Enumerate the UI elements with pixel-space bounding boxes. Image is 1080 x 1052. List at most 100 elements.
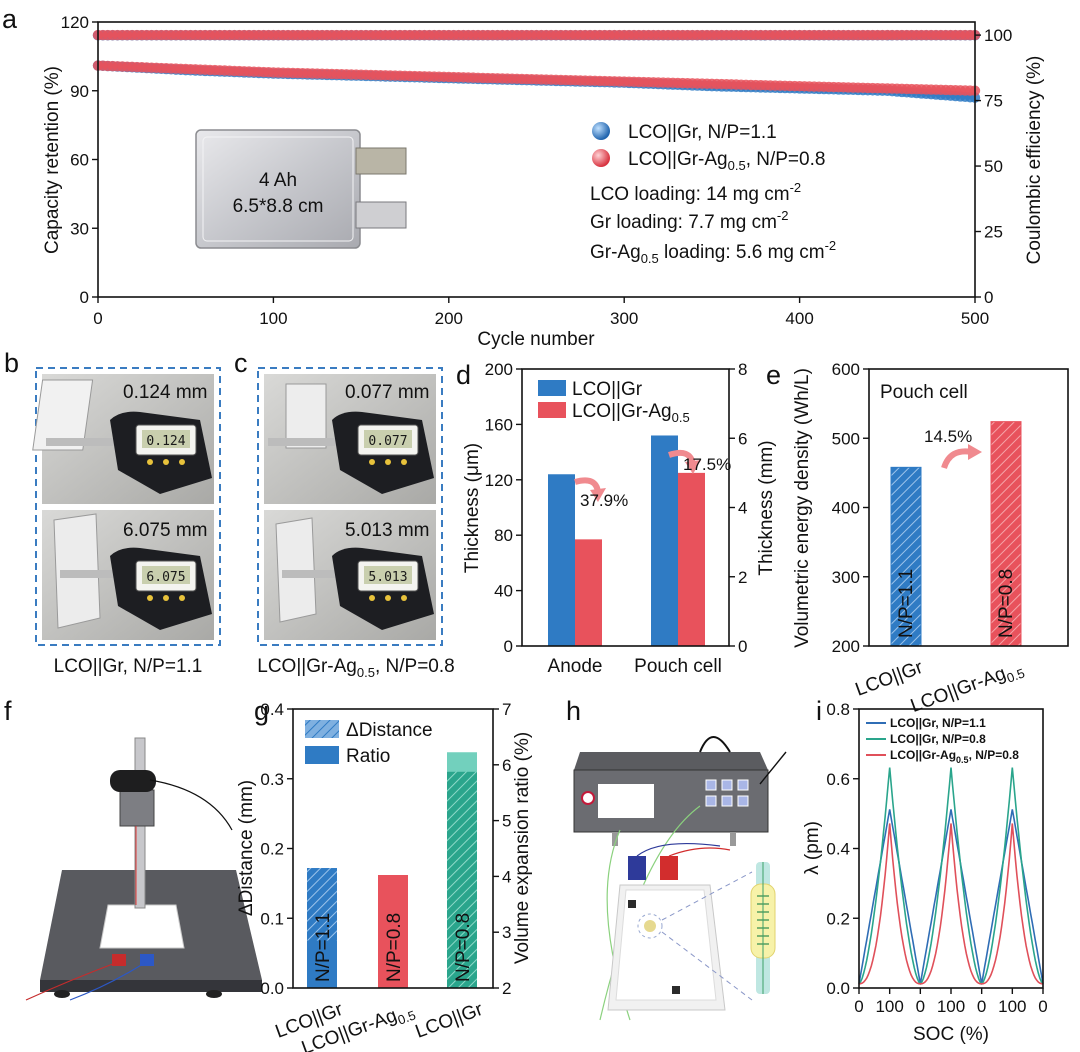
- legend-i-item-2: LCO||Gr, N/P=0.8: [890, 732, 986, 746]
- chart-e-bar-label: N/P=0.8: [996, 569, 1017, 638]
- setup-illustration-h: [573, 736, 787, 1021]
- chart-g-y-tick-label: 0.1: [260, 909, 284, 928]
- chart-g-y-tick-label: 0.4: [260, 700, 284, 719]
- chart-g: N/P=1.1 N/P=0.8 N/P=0.8 0.0 0.1 0.2 0.3 0.4 2 3 4…: [236, 700, 533, 1052]
- caption-c: LCO||Gr-Ag0.5, N/P=0.8: [257, 656, 454, 680]
- chart-d-y2-tick-label: 0: [738, 637, 747, 656]
- chart-i: 0.0 0.2 0.4 0.6 0.8 0 100 0 100 0 100 0 SOC (%) λ (…: [802, 700, 1048, 1045]
- chart-g-y-tick-label: 0.3: [260, 770, 284, 789]
- chart-e-category: LCO||Gr-Ag0.5: [908, 657, 1027, 720]
- micrometer-photo-b-bottom: 6.075 6.075 mm: [42, 510, 214, 640]
- inset-size: 6.5*8.8 cm: [233, 196, 324, 217]
- chart-g-bar-label: N/P=1.1: [313, 913, 334, 982]
- chart-a-marks: [92, 29, 981, 103]
- pouch-cell-photo: 4 Ah 6.5*8.8 cm: [195, 129, 407, 249]
- panel-letter-f: f: [4, 696, 12, 726]
- chart-g-y2-tick-label: 2: [502, 979, 511, 998]
- chart-i-y-tick-label: 0.6: [826, 770, 850, 789]
- chart-e-y-tick-label: 200: [832, 637, 860, 656]
- legend-d-item-2: LCO||Gr-Ag0.5: [572, 401, 690, 425]
- legend-g-item-1: ΔDistance: [346, 720, 433, 741]
- chart-d-axes: 0 40 80 120 160 200 0 2 4 6 8 Anode Pouch cell: [485, 360, 748, 677]
- chart-e-y-tick-label: 400: [832, 499, 860, 518]
- panel-letter-h: h: [566, 696, 581, 726]
- annotation-d-anode: 37.9%: [580, 491, 628, 510]
- chart-e-bar: [890, 466, 922, 647]
- chart-d-y-tick-label: 200: [485, 360, 513, 379]
- series-a-1: [92, 60, 981, 96]
- micrometer-photo-c-top: 0.077 0.077 mm: [264, 374, 436, 504]
- annotation-d-pouch: 17.5%: [683, 455, 731, 474]
- display-b-top: 0.124: [146, 434, 185, 449]
- panel-letter-c: c: [234, 348, 248, 378]
- chart-a-xlabel: Cycle number: [477, 329, 595, 350]
- chart-i-xtick-label: 0: [854, 997, 863, 1016]
- arrow-e: [941, 448, 973, 470]
- chart-g-bar-label: N/P=0.8: [384, 913, 405, 982]
- chart-i-xtick-label: 100: [937, 997, 965, 1016]
- chart-i-marks: [858, 767, 1044, 986]
- chart-a-xtick-label: 300: [610, 309, 638, 328]
- chart-g-y2-tick-label: 4: [502, 867, 511, 886]
- series-a-3: [92, 29, 981, 41]
- thickness-b-bottom: 6.075 mm: [123, 520, 207, 541]
- chart-d-y-tick-label: 0: [504, 637, 513, 656]
- chart-i-xtick-label: 0: [977, 997, 986, 1016]
- loading-note-lco: LCO loading: 14 mg cm-2: [590, 180, 801, 205]
- chart-i-xtick-label: 0: [1038, 997, 1047, 1016]
- chart-d-bar: [651, 435, 678, 646]
- photo-panel-c: 0.077 0.077 mm 5.013 5.013 mm LCO||Gr-Ag…: [257, 367, 455, 680]
- legend-d-red: [538, 402, 566, 418]
- chart-i-xtick-label: 100: [998, 997, 1026, 1016]
- chart-i-xtick-label: 100: [875, 997, 903, 1016]
- chart-g-category: LCO||Gr: [413, 999, 487, 1043]
- chart-d-y2-tick-label: 6: [738, 429, 747, 448]
- chart-i-xtick-label: 0: [916, 997, 925, 1016]
- caption-b: LCO||Gr, N/P=1.1: [54, 656, 203, 677]
- micrometer-photo-c-bottom: 5.013 5.013 mm: [264, 510, 436, 640]
- chart-i-series-1: [858, 767, 1044, 986]
- chart-g-bar-label: N/P=0.8: [453, 913, 474, 982]
- legend-g-item-2: Ratio: [346, 746, 390, 767]
- chart-i-ylabel: λ (pm): [802, 821, 823, 875]
- chart-e-bar-label: N/P=1.1: [896, 569, 917, 638]
- chart-d-bar: [548, 474, 575, 646]
- panel-letter-b: b: [4, 348, 19, 378]
- micrometer-photo-b-top: 0.124 0.124 mm: [32, 374, 214, 504]
- chart-d-bar: [575, 539, 602, 646]
- chart-g-y-tick-label: 0.0: [260, 979, 284, 998]
- chart-d-y2-tick-label: 2: [738, 568, 747, 587]
- legend-a-red-marker: [592, 149, 610, 167]
- chart-a-y2-tick-label: 75: [984, 92, 1003, 111]
- chart-d-category: Pouch cell: [634, 656, 722, 677]
- chart-i-xlabel: SOC (%): [913, 1024, 989, 1045]
- setup-illustration-f: [25, 737, 262, 1001]
- chart-a-xtick-label: 500: [961, 309, 989, 328]
- chart-i-y-tick-label: 0.4: [826, 840, 850, 859]
- chart-e-bar: [990, 421, 1022, 647]
- chart-d-y2-tick-label: 8: [738, 360, 747, 379]
- panel-letter-e: e: [766, 360, 781, 390]
- chart-a-y-tick-label: 0: [80, 288, 89, 307]
- chart-g-y2-tick-label: 7: [502, 700, 511, 719]
- display-c-top: 0.077: [368, 434, 407, 449]
- chart-a-xtick-label: 400: [785, 309, 813, 328]
- chart-d-y-tick-label: 120: [485, 471, 513, 490]
- chart-d: 0 40 80 120 160 200 0 2 4 6 8 Anode Pouch cell Thick…: [462, 360, 777, 677]
- panel-letter-d: d: [456, 360, 471, 390]
- photo-panel-b: 0.124 0.124 mm 6.075 6.075 mm LCO||Gr, N…: [32, 367, 221, 677]
- chart-g-y2label: Volume expansion ratio (%): [512, 732, 533, 964]
- legend-a-item-2: LCO||Gr-Ag0.5, N/P=0.8: [628, 149, 825, 173]
- panel-letter-i: i: [816, 696, 822, 726]
- chart-d-y2label: Thickness (mm): [756, 440, 777, 575]
- chart-d-y-tick-label: 160: [485, 415, 513, 434]
- thickness-c-top: 0.077 mm: [345, 382, 429, 403]
- chart-e-y-tick-label: 600: [832, 360, 860, 379]
- chart-g-ylabel: ΔDistance (mm): [236, 780, 257, 916]
- chart-a-y-tick-label: 30: [70, 219, 89, 238]
- chart-d-category: Anode: [548, 656, 603, 677]
- chart-a-y2-tick-label: 0: [984, 288, 993, 307]
- chart-d-y-tick-label: 80: [494, 526, 513, 545]
- chart-i-series-0: [858, 809, 1044, 984]
- chart-a-y2-tick-label: 25: [984, 223, 1003, 242]
